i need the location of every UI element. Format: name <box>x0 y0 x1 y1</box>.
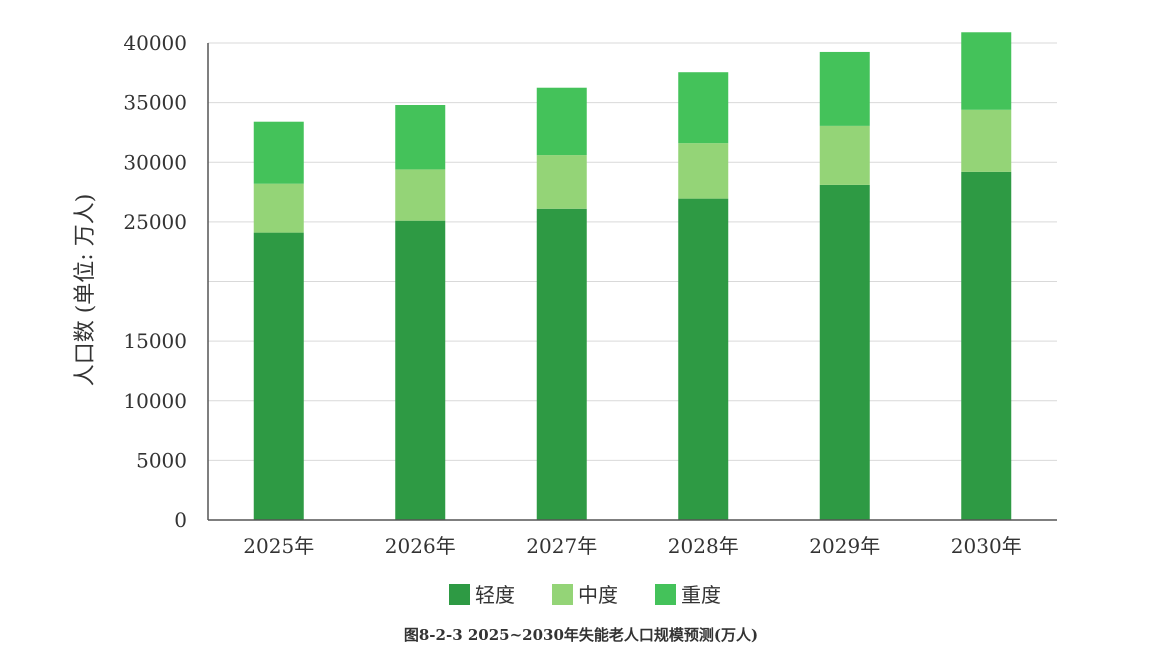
bar-3-3 <box>536 87 587 156</box>
bar-2-6 <box>961 109 1012 172</box>
y-tick-label: 30000 <box>123 150 187 174</box>
y-tick-label: 10000 <box>123 389 187 413</box>
bar-3-2 <box>395 105 446 170</box>
bar-1-2 <box>395 220 446 520</box>
bars <box>253 32 1012 521</box>
x-tick-label: 2027年 <box>526 534 597 558</box>
bar-3-5 <box>819 51 870 126</box>
legend: 轻度 中度 重度 <box>449 583 721 607</box>
x-tick-label: 2028年 <box>668 534 739 558</box>
bar-3-4 <box>678 72 729 144</box>
x-tick-label: 2029年 <box>809 534 880 558</box>
legend-label: 轻度 <box>475 583 515 607</box>
legend-swatch <box>655 584 676 605</box>
figure-caption: 图8-2-3 2025~2030年失能老人口规模预测(万人) <box>404 626 758 644</box>
bar-3-1 <box>253 121 304 184</box>
bar-2-2 <box>395 169 446 221</box>
y-tick-label: 15000 <box>123 329 187 353</box>
y-tick-label: 25000 <box>123 210 187 234</box>
bar-2-5 <box>819 125 870 185</box>
bar-1-1 <box>253 232 304 521</box>
y-tick-label: 5000 <box>136 448 187 472</box>
bar-2-3 <box>536 155 587 209</box>
bar-1-5 <box>819 184 870 520</box>
bar-1-4 <box>678 198 729 520</box>
bar-1-6 <box>961 171 1012 521</box>
legend-swatch <box>552 584 573 605</box>
legend-swatch <box>449 584 470 605</box>
x-tick-label: 2030年 <box>951 534 1022 558</box>
x-tick-label: 2026年 <box>385 534 456 558</box>
bar-3-6 <box>961 32 1012 110</box>
y-tick-label: 35000 <box>123 91 187 115</box>
y-tick-label: 0 <box>174 508 187 532</box>
y-tick-labels: 0 5000 10000 15000 25000 30000 35000 40000 <box>123 31 187 532</box>
y-axis-title: 人口数 (单位: 万人) <box>73 194 98 387</box>
bar-2-4 <box>678 143 729 199</box>
legend-label: 重度 <box>681 583 721 607</box>
y-gridlines <box>208 42 1057 461</box>
bar-1-3 <box>536 208 587 520</box>
legend-label: 中度 <box>578 583 618 607</box>
y-tick-label: 40000 <box>123 31 187 55</box>
x-tick-labels: 2025年 2026年 2027年 2028年 2029年 2030年 <box>243 534 1021 558</box>
bar-2-1 <box>253 183 304 233</box>
x-tick-label: 2025年 <box>243 534 314 558</box>
